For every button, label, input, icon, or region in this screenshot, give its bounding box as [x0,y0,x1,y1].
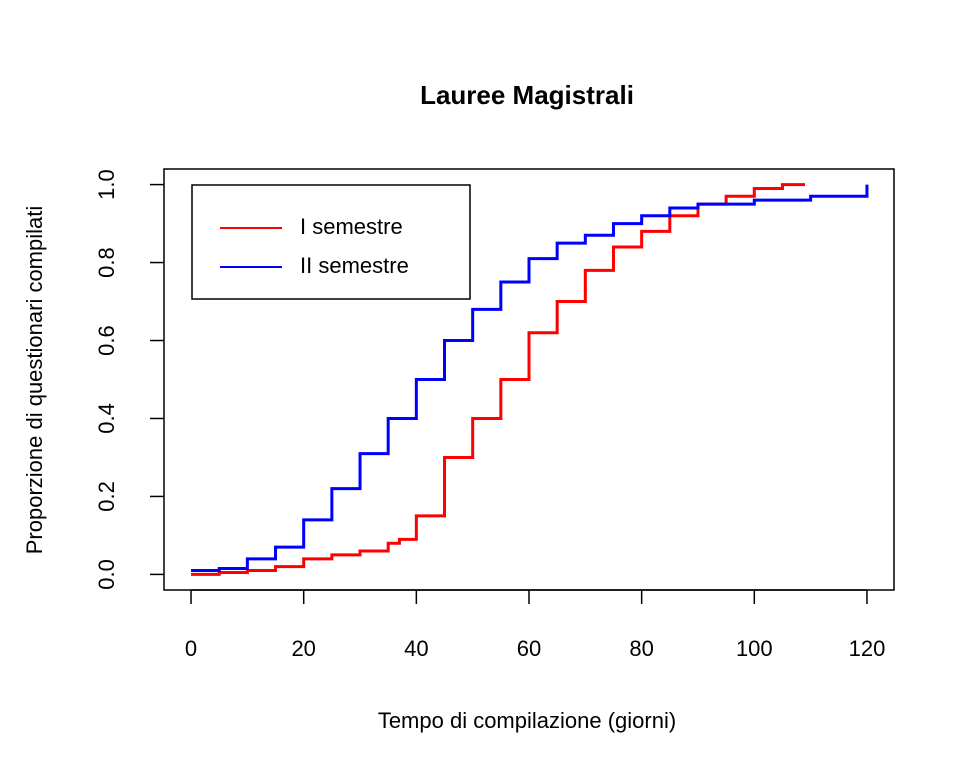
legend-label: I semestre [300,214,403,239]
y-tick-label: 0.0 [94,559,119,590]
x-tick-label: 80 [629,636,653,661]
x-tick-label: 20 [291,636,315,661]
x-tick-label: 0 [185,636,197,661]
x-axis-label: Tempo di compilazione (giorni) [378,708,676,733]
step-line [191,183,806,576]
step-line [191,184,869,573]
y-tick-label: 0.8 [94,247,119,278]
y-tick-label: 1.0 [94,169,119,200]
x-tick-label: 100 [736,636,773,661]
x-tick-label: 60 [517,636,541,661]
legend-label: II semestre [300,253,409,278]
y-axis-label: Proporzione di questionari compilati [22,206,47,555]
y-tick-label: 0.4 [94,403,119,434]
x-tick-label: 40 [404,636,428,661]
y-tick-label: 0.2 [94,481,119,512]
y-tick-label: 0.6 [94,325,119,356]
x-tick-label: 120 [849,636,886,661]
chart-title: Lauree Magistrali [420,80,634,110]
legend-box [191,184,471,300]
